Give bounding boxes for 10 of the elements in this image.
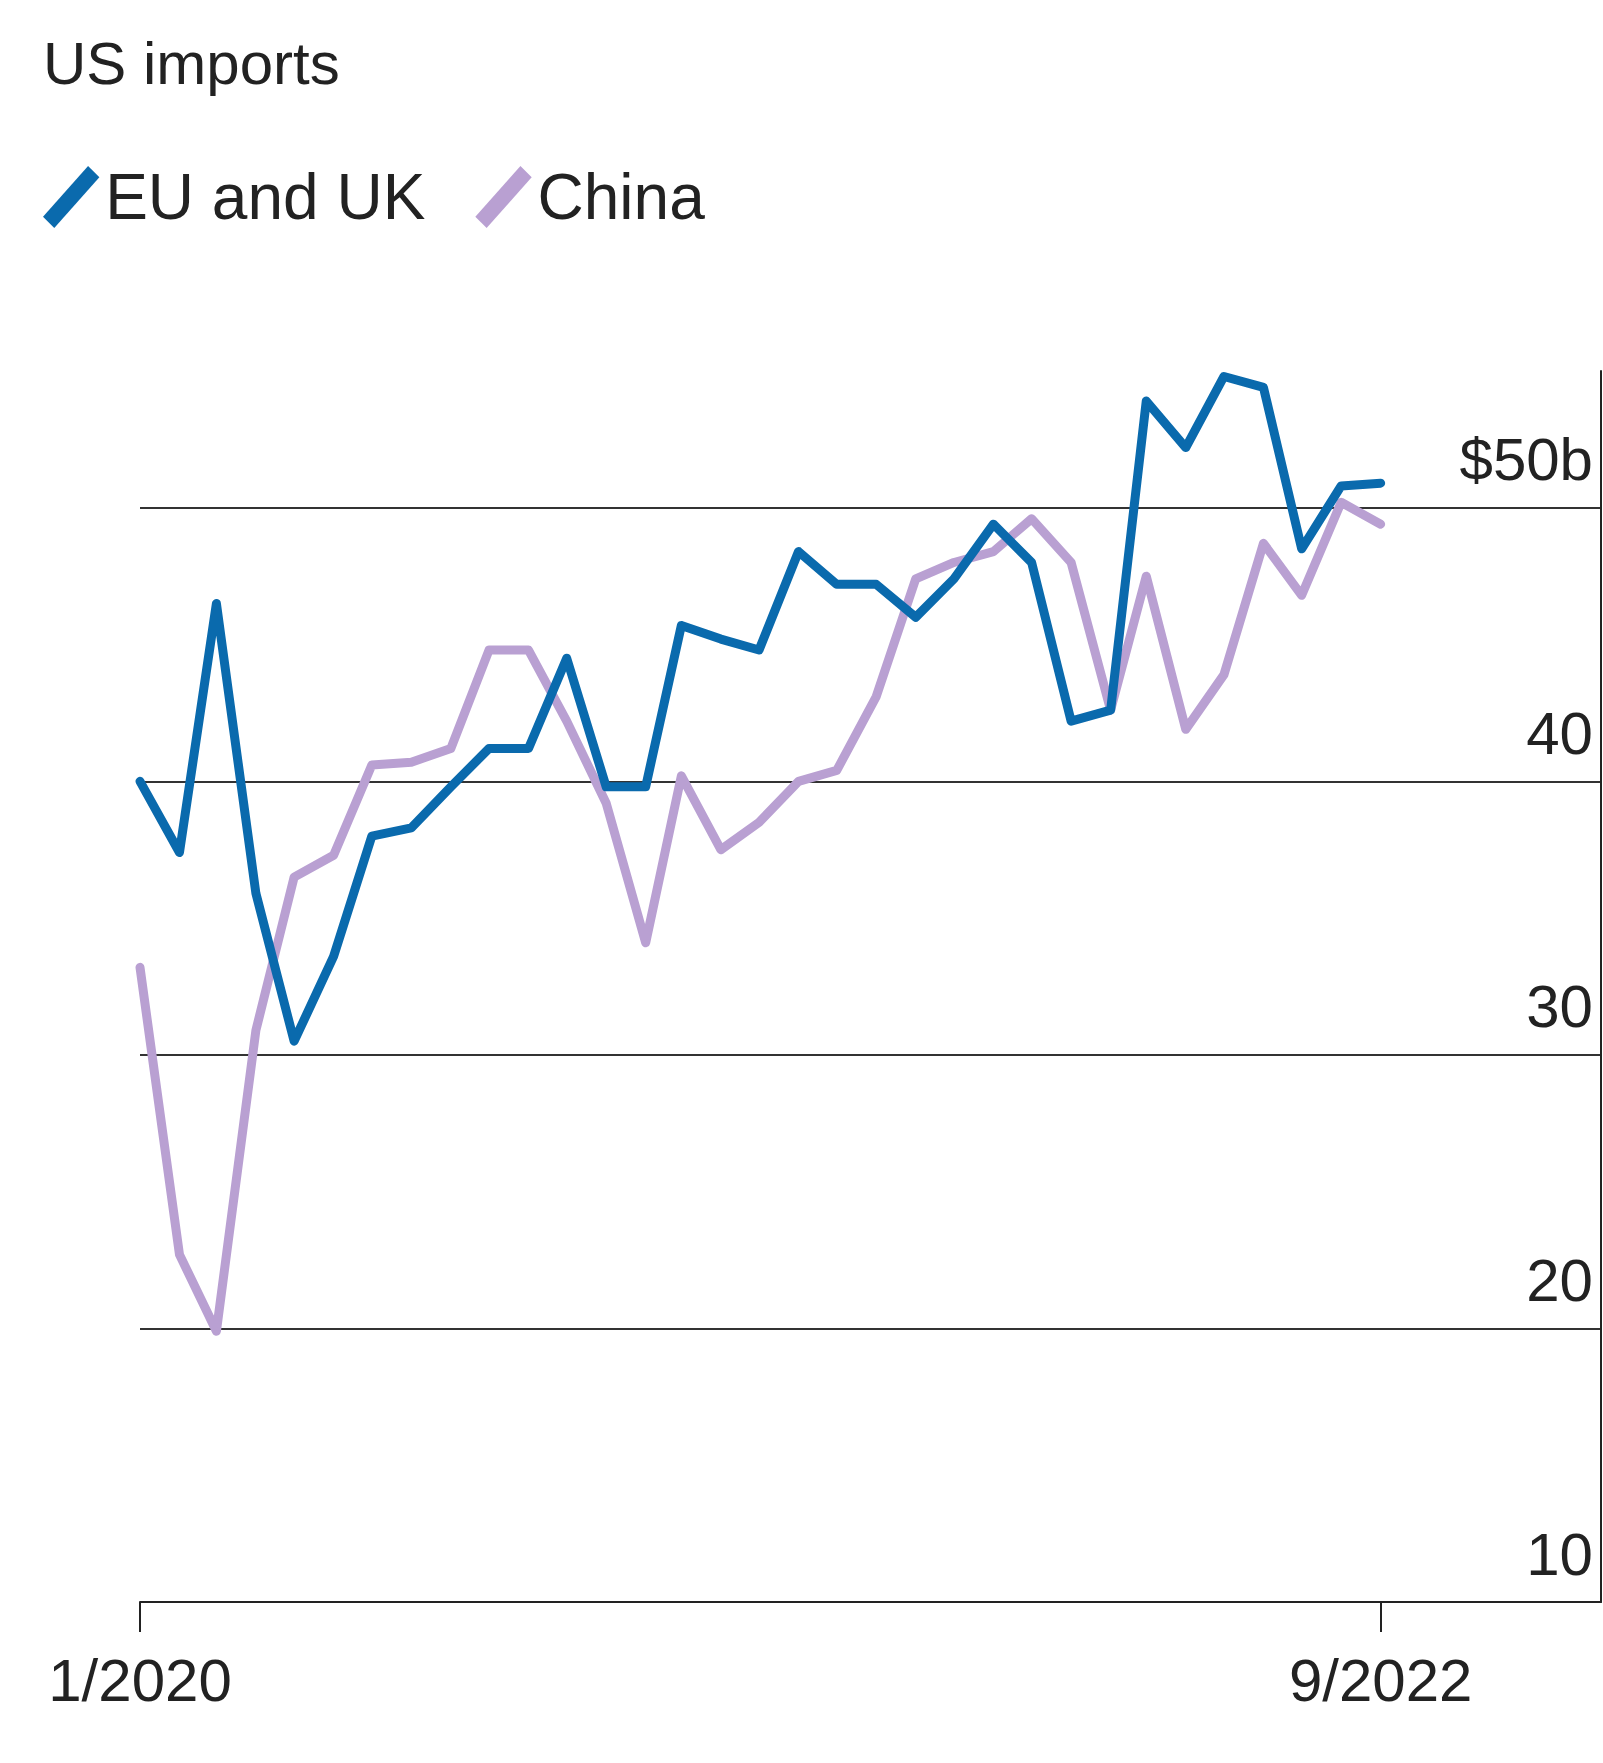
y-tick-label: 20 xyxy=(1526,1246,1593,1314)
x-tick-label: 9/2022 xyxy=(1288,1646,1473,1714)
y-tick-label: 30 xyxy=(1526,973,1593,1041)
legend-label: China xyxy=(537,161,706,233)
y-tick-label: 40 xyxy=(1526,699,1593,767)
x-tick-label: 1/2020 xyxy=(48,1646,232,1714)
chart-title: US imports xyxy=(43,29,340,97)
y-tick-label: 10 xyxy=(1526,1520,1593,1588)
y-tick-label: $50b xyxy=(1459,426,1593,494)
legend-label: EU and UK xyxy=(105,161,426,233)
